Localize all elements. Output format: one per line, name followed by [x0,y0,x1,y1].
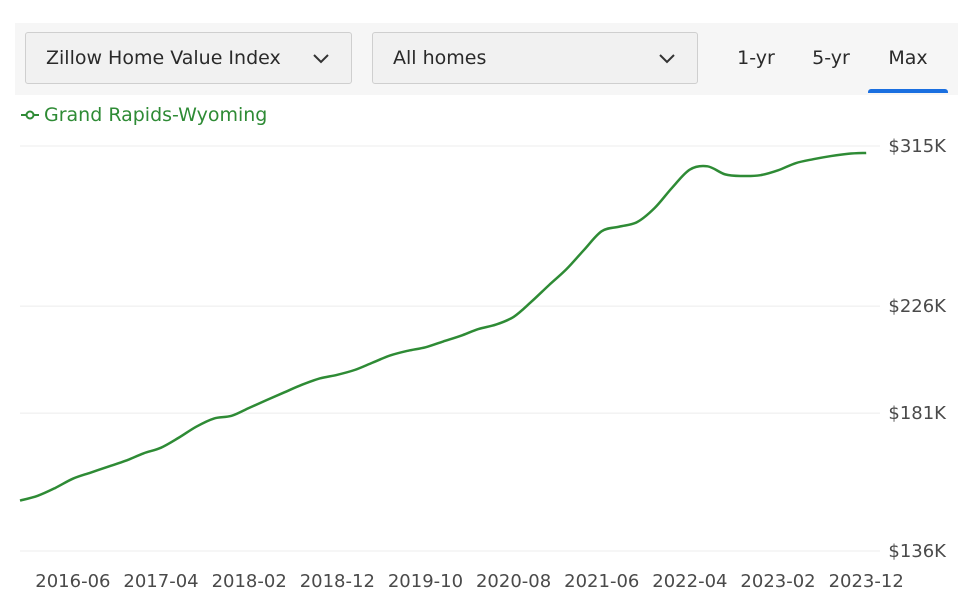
x-tick-label: 2018-12 [300,571,375,592]
controls-bar: Zillow Home Value Index All homes 1-yr 5… [15,23,958,95]
tab-max[interactable]: Max [888,47,928,69]
selected-tab-indicator [868,89,948,93]
metric-dropdown[interactable]: Zillow Home Value Index [25,32,352,84]
home-type-dropdown[interactable]: All homes [372,32,698,84]
x-tick-label: 2019-10 [388,571,463,592]
y-tick-label: $226K [888,296,947,317]
y-tick-label: $181K [888,403,947,424]
chevron-down-icon [311,48,331,68]
x-tick-label: 2020-08 [476,571,551,592]
x-tick-label: 2021-06 [564,571,639,592]
tab-5-yr[interactable]: 5-yr [812,47,850,69]
home-type-dropdown-label: All homes [393,47,487,69]
x-tick-label: 2017-04 [123,571,198,592]
x-tick-label: 2022-04 [652,571,727,592]
metric-dropdown-label: Zillow Home Value Index [46,47,281,69]
tab-1-yr[interactable]: 1-yr [737,47,775,69]
series-line [19,151,867,502]
x-tick-label: 2023-02 [740,571,815,592]
y-tick-label: $136K [888,541,947,562]
y-tick-label: $315K [888,136,947,157]
x-tick-label: 2016-06 [35,571,110,592]
line-marker-icon [20,105,40,125]
chevron-down-icon [657,48,677,68]
chart-legend: Grand Rapids-Wyoming [20,101,267,129]
x-tick-label: 2018-02 [212,571,287,592]
x-tick-label: 2023-12 [829,571,904,592]
legend-series-label: Grand Rapids-Wyoming [44,104,268,126]
